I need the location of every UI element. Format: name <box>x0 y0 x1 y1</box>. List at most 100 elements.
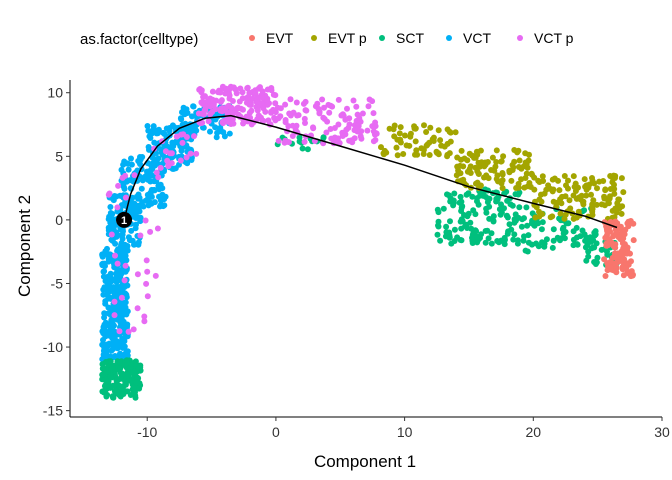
data-point <box>122 262 129 269</box>
y-tick-label: 10 <box>47 85 63 101</box>
data-point <box>146 133 153 140</box>
data-point <box>136 208 143 215</box>
data-point <box>492 163 499 170</box>
data-point <box>540 178 547 184</box>
data-point <box>258 100 265 107</box>
data-point <box>591 180 598 187</box>
data-point <box>109 284 116 291</box>
data-point <box>122 172 129 179</box>
legend-item-evt: EVT <box>249 30 294 46</box>
data-point <box>118 294 125 301</box>
data-point <box>421 122 427 129</box>
data-point <box>240 106 246 113</box>
data-point <box>539 219 546 226</box>
data-point <box>630 237 637 244</box>
data-point <box>324 118 331 125</box>
data-point <box>271 114 278 121</box>
data-point <box>219 119 226 126</box>
data-point <box>543 186 550 193</box>
data-point <box>303 107 310 114</box>
legend-item-sct: SCT <box>379 30 424 46</box>
data-point <box>118 166 125 173</box>
data-point <box>607 173 614 179</box>
data-point <box>137 232 144 239</box>
data-point <box>183 134 190 140</box>
data-point <box>105 304 112 311</box>
data-point <box>482 239 489 246</box>
data-point <box>533 204 540 211</box>
data-point <box>191 133 197 140</box>
data-point <box>495 239 502 246</box>
axes: -10 0 10 20 30 -15 -10 -5 0 5 10 <box>43 80 670 440</box>
data-point <box>153 169 160 176</box>
data-point <box>268 85 275 91</box>
data-point <box>451 226 458 233</box>
data-point <box>477 192 483 199</box>
data-point <box>139 199 146 206</box>
data-point <box>526 180 533 186</box>
data-point <box>100 324 107 330</box>
data-point <box>447 218 453 225</box>
data-point <box>522 247 529 254</box>
data-point <box>160 129 167 136</box>
data-point <box>350 97 357 104</box>
data-point <box>570 236 577 243</box>
data-point <box>226 92 233 99</box>
y-axis-title: Component 2 <box>15 195 34 297</box>
data-point <box>604 248 610 255</box>
data-point <box>443 229 450 236</box>
data-point <box>561 173 568 179</box>
data-point <box>531 186 538 193</box>
data-point <box>100 273 107 280</box>
data-point <box>110 217 117 223</box>
data-point <box>101 383 108 389</box>
data-point <box>202 93 208 100</box>
data-point <box>612 175 618 181</box>
data-point <box>370 110 377 117</box>
data-point <box>373 130 380 137</box>
data-point <box>590 197 597 204</box>
data-point <box>118 321 125 328</box>
data-point <box>402 132 408 139</box>
data-point <box>606 195 613 202</box>
data-point <box>122 194 129 201</box>
data-point <box>239 89 246 96</box>
data-point <box>142 217 149 224</box>
data-point <box>550 186 557 193</box>
data-point <box>226 130 233 137</box>
data-point <box>345 124 352 131</box>
data-point <box>122 248 129 255</box>
data-point <box>183 154 190 161</box>
data-point <box>110 221 117 228</box>
data-point <box>458 177 465 184</box>
data-point <box>154 225 161 232</box>
data-point <box>580 201 587 208</box>
data-point <box>562 211 569 218</box>
data-point <box>225 102 232 109</box>
data-point <box>252 90 259 97</box>
data-point <box>199 119 206 126</box>
data-point <box>285 139 292 146</box>
data-point <box>335 121 342 128</box>
data-point <box>499 171 506 178</box>
data-point <box>275 115 282 122</box>
series-vct-p <box>105 83 380 335</box>
data-point <box>133 221 139 228</box>
data-point <box>591 229 598 236</box>
branch-point-marker <box>116 211 133 228</box>
data-point <box>615 234 622 241</box>
data-point <box>107 204 114 210</box>
data-point <box>187 128 194 135</box>
data-point <box>549 244 556 251</box>
data-point <box>486 203 493 210</box>
data-point <box>115 277 121 284</box>
data-point <box>136 156 143 163</box>
x-tick-label: 10 <box>397 424 413 440</box>
data-point <box>372 123 379 130</box>
data-point <box>123 348 130 355</box>
data-point <box>331 134 338 141</box>
data-point <box>177 157 184 164</box>
data-point <box>557 210 564 217</box>
data-point <box>594 254 601 261</box>
data-point <box>145 195 152 202</box>
